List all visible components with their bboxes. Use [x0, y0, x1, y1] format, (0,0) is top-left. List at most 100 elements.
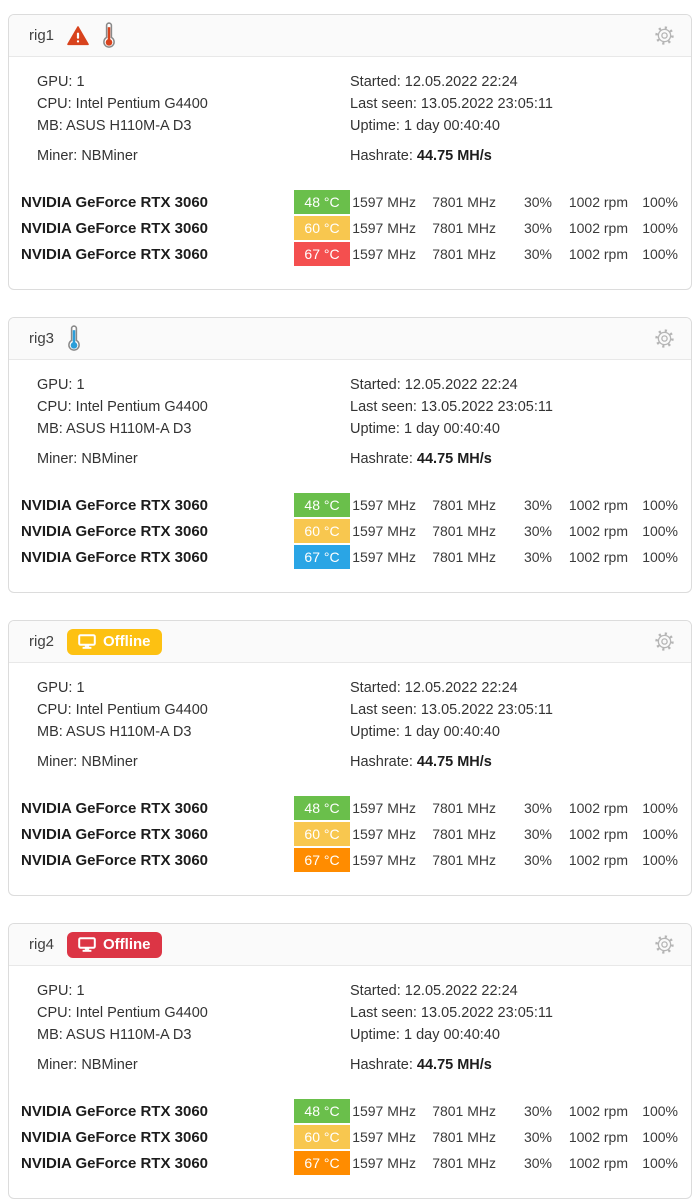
- started-line: Started: 12.05.2022 22:24: [350, 377, 518, 393]
- gpu-load: 30%: [523, 246, 552, 262]
- gpu-power: 100%: [642, 549, 678, 565]
- gpu-load: 30%: [523, 523, 552, 539]
- gpu-name: NVIDIA GeForce RTX 3060: [21, 219, 209, 237]
- gpu-power: 100%: [642, 194, 678, 210]
- rig-body: GPU: 1 CPU: Intel Pentium G4400 MB: ASUS…: [9, 57, 691, 289]
- gpu-mem-clock: 7801 MHz: [432, 194, 496, 210]
- gpu-mem-clock: 7801 MHz: [432, 1155, 496, 1171]
- rig-body: GPU: 1 CPU: Intel Pentium G4400 MB: ASUS…: [9, 966, 691, 1198]
- gpu-row: NVIDIA GeForce RTX 3060 67 °C 1597 MHz 7…: [21, 241, 678, 267]
- gpu-mem-clock: 7801 MHz: [432, 1129, 496, 1145]
- gpu-fan-speed: 1002 rpm: [568, 549, 628, 565]
- gpu-core-clock: 1597 MHz: [352, 1129, 416, 1145]
- gpu-load: 30%: [523, 852, 552, 868]
- gpu-fan-speed: 1002 rpm: [568, 800, 628, 816]
- thermometer-icon: [102, 22, 116, 49]
- rig-header: rig2 Offline: [9, 621, 691, 663]
- rig-card: rig3 GPU: 1: [8, 317, 692, 593]
- gpu-mem-clock: 7801 MHz: [432, 497, 496, 513]
- cpu-line: CPU: Intel Pentium G4400: [37, 399, 208, 415]
- gpu-fan-speed: 1002 rpm: [568, 1155, 628, 1171]
- cpu-line: CPU: Intel Pentium G4400: [37, 702, 208, 718]
- gpu-fan-speed: 1002 rpm: [568, 852, 628, 868]
- rig-name: rig4: [29, 936, 55, 953]
- gpu-load: 30%: [523, 194, 552, 210]
- gpu-fan-speed: 1002 rpm: [568, 523, 628, 539]
- rig-name: rig2: [29, 633, 55, 650]
- rig-card: rig2 Offline: [8, 620, 692, 896]
- rig-info: GPU: 1 CPU: Intel Pentium G4400 MB: ASUS…: [37, 677, 678, 773]
- mb-line: MB: ASUS H110M-A D3: [37, 118, 192, 134]
- rig-card: rig4 Offline: [8, 923, 692, 1199]
- hashrate-value: 44.75 MH/s: [416, 754, 492, 770]
- miner-line: Miner: NBMiner: [37, 1057, 138, 1073]
- gpu-name: NVIDIA GeForce RTX 3060: [21, 799, 209, 817]
- offline-label: Offline: [103, 633, 151, 650]
- gpu-fan-speed: 1002 rpm: [568, 1103, 628, 1119]
- gpu-temp-badge: 67 °C: [294, 545, 350, 569]
- gpu-row: NVIDIA GeForce RTX 3060 60 °C 1597 MHz 7…: [21, 518, 678, 544]
- gpu-mem-clock: 7801 MHz: [432, 1103, 496, 1119]
- gpu-core-clock: 1597 MHz: [352, 549, 416, 565]
- info-right-column: Started: 12.05.2022 22:24 Last seen: 13.…: [350, 71, 678, 167]
- monitor-icon: [78, 634, 96, 649]
- info-left-column: GPU: 1 CPU: Intel Pentium G4400 MB: ASUS…: [37, 980, 350, 1076]
- settings-gear-icon[interactable]: [654, 25, 675, 46]
- offline-badge: Offline: [67, 931, 162, 958]
- gpu-row: NVIDIA GeForce RTX 3060 48 °C 1597 MHz 7…: [21, 492, 678, 518]
- settings-gear-icon[interactable]: [654, 934, 675, 955]
- gpu-row: NVIDIA GeForce RTX 3060 67 °C 1597 MHz 7…: [21, 544, 678, 570]
- gpu-load: 30%: [523, 497, 552, 513]
- rig-info: GPU: 1 CPU: Intel Pentium G4400 MB: ASUS…: [37, 980, 678, 1076]
- gpu-load: 30%: [523, 1103, 552, 1119]
- gpu-power: 100%: [642, 246, 678, 262]
- gpu-name: NVIDIA GeForce RTX 3060: [21, 1102, 209, 1120]
- gpu-load: 30%: [523, 1129, 552, 1145]
- gpu-load: 30%: [523, 800, 552, 816]
- gpu-temp-badge: 48 °C: [294, 493, 350, 517]
- gpu-row: NVIDIA GeForce RTX 3060 60 °C 1597 MHz 7…: [21, 215, 678, 241]
- gpu-power: 100%: [642, 497, 678, 513]
- rig-info: GPU: 1 CPU: Intel Pentium G4400 MB: ASUS…: [37, 374, 678, 470]
- gpu-mem-clock: 7801 MHz: [432, 523, 496, 539]
- rig-body: GPU: 1 CPU: Intel Pentium G4400 MB: ASUS…: [9, 360, 691, 592]
- gpu-temp-badge: 60 °C: [294, 519, 350, 543]
- cpu-line: CPU: Intel Pentium G4400: [37, 1005, 208, 1021]
- gpu-fan-speed: 1002 rpm: [568, 1129, 628, 1145]
- hashrate-label: Hashrate:: [350, 754, 413, 770]
- info-right-column: Started: 12.05.2022 22:24 Last seen: 13.…: [350, 980, 678, 1076]
- gpu-core-clock: 1597 MHz: [352, 194, 416, 210]
- gpu-mem-clock: 7801 MHz: [432, 220, 496, 236]
- uptime-line: Uptime: 1 day 00:40:40: [350, 421, 500, 437]
- gpu-count-line: GPU: 1: [37, 74, 85, 90]
- gpu-temp-badge: 67 °C: [294, 1151, 350, 1175]
- last-seen-line: Last seen: 13.05.2022 23:05:11: [350, 1005, 553, 1021]
- gpu-fan-speed: 1002 rpm: [568, 194, 628, 210]
- last-seen-line: Last seen: 13.05.2022 23:05:11: [350, 702, 553, 718]
- hashrate-line: Hashrate: 44.75 MH/s: [350, 1054, 678, 1076]
- gpu-core-clock: 1597 MHz: [352, 800, 416, 816]
- gpu-power: 100%: [642, 523, 678, 539]
- gpu-name: NVIDIA GeForce RTX 3060: [21, 522, 209, 540]
- gpu-temp-badge: 60 °C: [294, 822, 350, 846]
- gpu-mem-clock: 7801 MHz: [432, 800, 496, 816]
- gpu-power: 100%: [642, 1155, 678, 1171]
- gpu-load: 30%: [523, 826, 552, 842]
- gpu-row: NVIDIA GeForce RTX 3060 67 °C 1597 MHz 7…: [21, 847, 678, 873]
- gpu-row: NVIDIA GeForce RTX 3060 48 °C 1597 MHz 7…: [21, 795, 678, 821]
- gpu-power: 100%: [642, 1103, 678, 1119]
- uptime-line: Uptime: 1 day 00:40:40: [350, 118, 500, 134]
- last-seen-line: Last seen: 13.05.2022 23:05:11: [350, 96, 553, 112]
- gpu-temp-badge: 67 °C: [294, 242, 350, 266]
- rig-body: GPU: 1 CPU: Intel Pentium G4400 MB: ASUS…: [9, 663, 691, 895]
- gpu-table: NVIDIA GeForce RTX 3060 48 °C 1597 MHz 7…: [21, 1098, 678, 1176]
- settings-gear-icon[interactable]: [654, 328, 675, 349]
- rig-card: rig1: [8, 14, 692, 290]
- settings-gear-icon[interactable]: [654, 631, 675, 652]
- rig-header: rig1: [9, 15, 691, 57]
- gpu-name: NVIDIA GeForce RTX 3060: [21, 193, 209, 211]
- rig-header: rig4 Offline: [9, 924, 691, 966]
- gpu-row: NVIDIA GeForce RTX 3060 60 °C 1597 MHz 7…: [21, 1124, 678, 1150]
- hashrate-line: Hashrate: 44.75 MH/s: [350, 751, 678, 773]
- gpu-fan-speed: 1002 rpm: [568, 497, 628, 513]
